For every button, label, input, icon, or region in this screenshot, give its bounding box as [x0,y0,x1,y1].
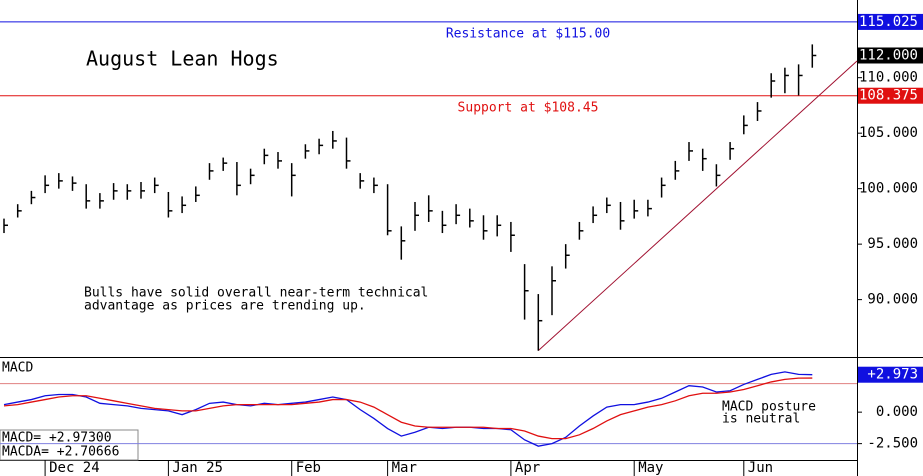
x-tick-label: Mar [392,460,417,476]
macd-note: MACD posture [722,400,816,415]
macd-line [3,371,813,447]
y-tick-label: 110.000 [859,70,918,86]
x-tick-label: Jun [748,460,773,476]
y-tick-label: 90.000 [867,292,918,308]
macd-line [3,377,813,440]
y-tick-label: 0.000 [876,404,918,420]
x-tick-label: Jan 25 [172,460,223,476]
macd-legend [0,429,139,461]
level-tag [858,47,923,64]
comment: Bulls have solid overall near-term techn… [84,286,428,301]
macd-title: MACD [2,361,33,376]
macd-legend-text: MACD= +2.97300 [2,431,112,446]
trendline [537,60,858,352]
support-label: Support at $108.45 [458,101,599,116]
x-tick-label: Apr [515,460,540,476]
macd-note: is neutral [722,412,800,427]
level-tag-label: 112.000 [859,47,918,63]
x-tick-label: Feb [296,460,321,476]
resistance-label: Resistance at $115.00 [446,27,610,42]
y-tick-label: 95.000 [867,236,918,252]
chart-title: August Lean Hogs [86,47,279,71]
macd-tag [858,366,923,383]
macd-legend-text: MACDA= +2.70666 [2,445,119,460]
x-tick-label: May [638,460,663,476]
y-tick-label: 100.000 [859,181,918,197]
level-tag-label: 115.025 [859,14,918,30]
macd-tag-label: +2.973 [867,367,918,383]
comment: advantage as prices are trending up. [84,299,366,314]
level-tag [858,13,923,30]
level-tag [858,87,923,104]
y-tick-label: 105.000 [859,125,918,141]
x-tick-label: Dec 24 [49,460,100,476]
y-tick-label: -2.500 [867,436,918,452]
level-tag-label: 108.375 [859,88,918,104]
